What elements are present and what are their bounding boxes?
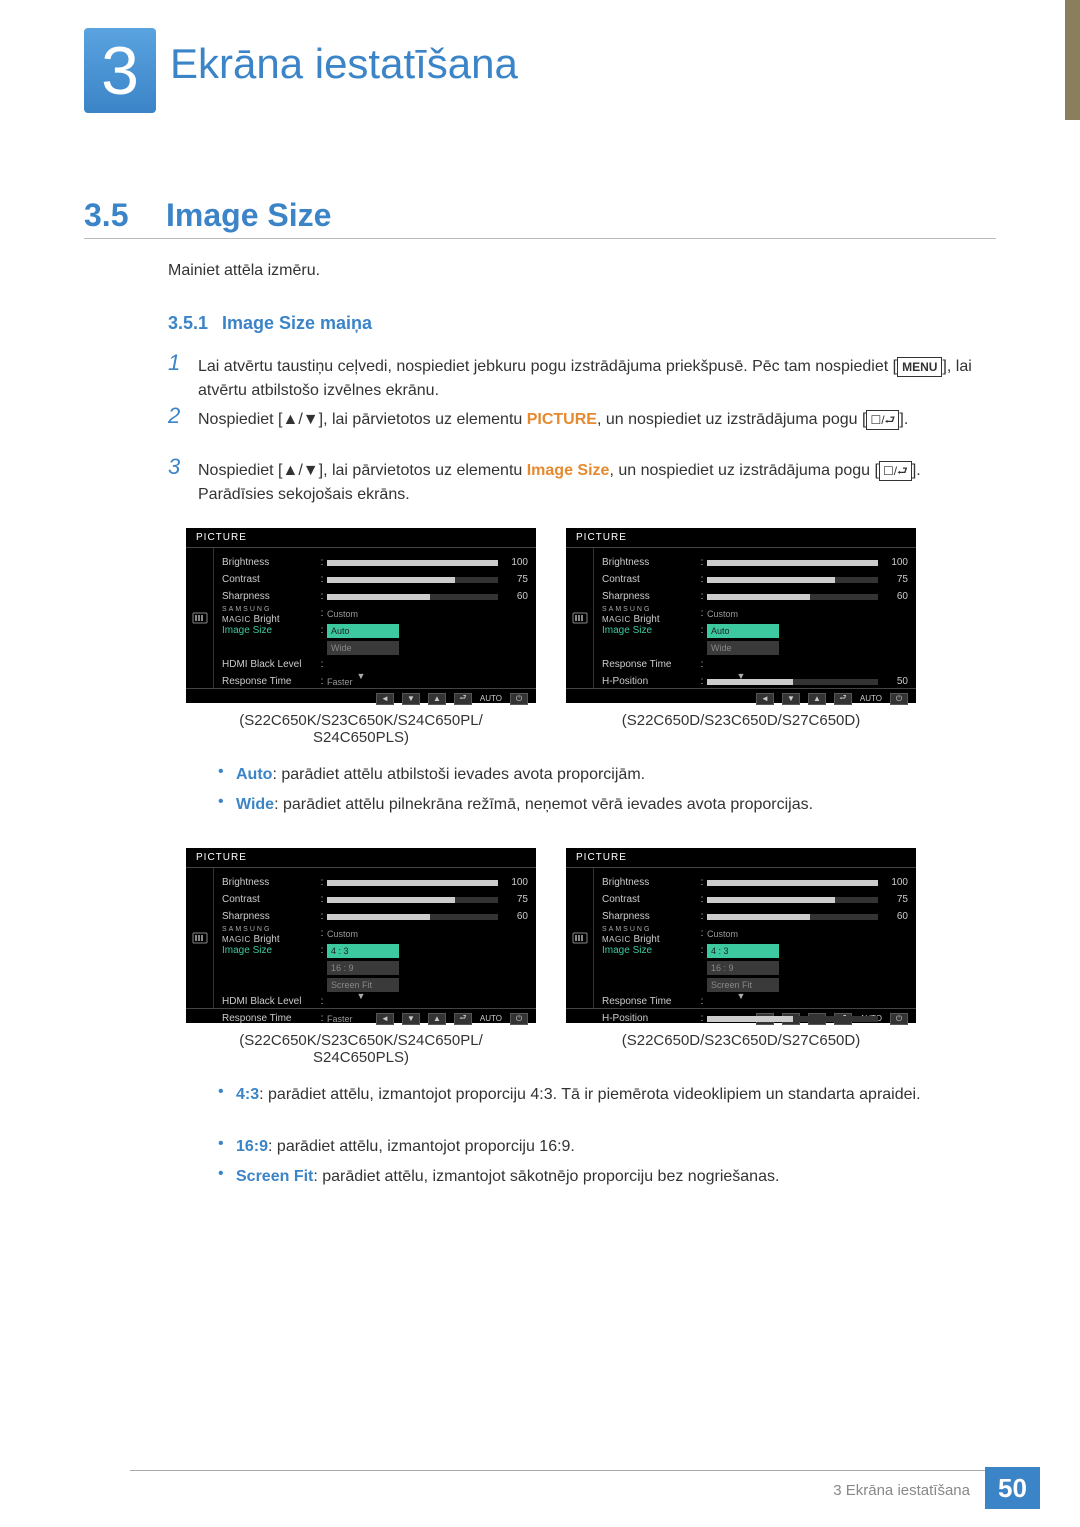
bullet-43: 4:3: parādiet attēlu, izmantojot proporc… [236,1083,992,1107]
osd-screenshot-4: PICTUREBrightness:100Contrast:75Sharpnes… [566,848,916,1023]
step-2-number: 2 [168,403,180,429]
step-1-text-a: Lai atvērtu taustiņu ceļvedi, nospiediet… [198,358,897,375]
manual-page: 3 Ekrāna iestatīšana 3.5 Image Size Main… [0,0,1080,1527]
page-number: 50 [985,1467,1040,1509]
subsection-title: Image Size maiņa [222,313,372,334]
bullet-icon: • [218,793,224,811]
enter-icon: ☐/⮐ [879,461,912,481]
bullet-43-label: 4:3 [236,1086,259,1103]
image-size-highlight: Image Size [527,462,610,479]
step-3-text: Nospiediet [▲/▼], lai pārvietotos uz ele… [198,459,992,507]
osd-2-caption: (S22C650D/S23C650D/S27C650D) [566,712,916,729]
header-accent [1065,0,1080,120]
enter-icon: ☐/⮐ [866,410,899,430]
step-2-text-a: Nospiediet [ [198,411,283,428]
subsection-number: 3.5.1 [168,313,208,334]
bullet-wide-label: Wide [236,796,274,813]
picture-highlight: PICTURE [527,411,597,428]
bullet-icon: • [218,1083,224,1101]
bullet-auto-label: Auto [236,766,272,783]
bullet-43-text: : parādiet attēlu, izmantojot proporciju… [259,1086,920,1103]
step-1-number: 1 [168,350,180,376]
osd-4-caption: (S22C650D/S23C650D/S27C650D) [566,1032,916,1049]
step-3-text-b: ], lai pārvietotos uz elementu [319,462,527,479]
bullet-wide-text: : parādiet attēlu pilnekrāna režīmā, neņ… [274,796,813,813]
osd-screenshot-1: PICTUREBrightness:100Contrast:75Sharpnes… [186,528,536,703]
bullet-auto: Auto: parādiet attēlu atbilstoši ievades… [236,763,992,787]
bullet-169-label: 16:9 [236,1138,268,1155]
arrow-keys-icon: ▲/▼ [283,462,319,479]
step-3-text-c: , un nospiediet uz izstrādājuma pogu [ [609,462,879,479]
step-2-text-c: , un nospiediet uz izstrādājuma pogu [ [597,411,867,428]
step-3-number: 3 [168,454,180,480]
section-number: 3.5 [84,197,128,234]
bullet-fit: Screen Fit: parādiet attēlu, izmantojot … [236,1165,992,1189]
section-title: Image Size [166,197,331,234]
osd-screenshot-3: PICTUREBrightness:100Contrast:75Sharpnes… [186,848,536,1023]
step-2-text-d: ]. [899,411,908,428]
osd-3-caption: (S22C650K/S23C650K/S24C650PL/ S24C650PLS… [186,1032,536,1066]
bullet-icon: • [218,763,224,781]
footer-rule [130,1470,1040,1471]
bullet-icon: • [218,1135,224,1153]
bullet-wide: Wide: parādiet attēlu pilnekrāna režīmā,… [236,793,992,817]
bullet-fit-label: Screen Fit [236,1168,313,1185]
chapter-number-box: 3 [84,28,156,113]
osd-screenshot-2: PICTUREBrightness:100Contrast:75Sharpnes… [566,528,916,703]
step-2-text-b: ], lai pārvietotos uz elementu [319,411,527,428]
section-rule [84,238,996,239]
bullet-169-text: : parādiet attēlu, izmantojot proporciju… [268,1138,575,1155]
osd-1-caption: (S22C650K/S23C650K/S24C650PL/ S24C650PLS… [186,712,536,746]
step-1-text: Lai atvērtu taustiņu ceļvedi, nospiediet… [198,355,992,403]
section-intro: Mainiet attēla izmēru. [168,260,320,282]
menu-button-label: MENU [897,357,942,377]
arrow-keys-icon: ▲/▼ [283,411,319,428]
chapter-title: Ekrāna iestatīšana [170,40,518,88]
footer-chapter-ref: 3 Ekrāna iestatīšana [833,1482,970,1499]
bullet-fit-text: : parādiet attēlu, izmantojot sākotnējo … [313,1168,779,1185]
step-2-text: Nospiediet [▲/▼], lai pārvietotos uz ele… [198,408,992,432]
bullet-auto-text: : parādiet attēlu atbilstoši ievades avo… [272,766,645,783]
bullet-169: 16:9: parādiet attēlu, izmantojot propor… [236,1135,992,1159]
bullet-icon: • [218,1165,224,1183]
step-3-text-a: Nospiediet [ [198,462,283,479]
